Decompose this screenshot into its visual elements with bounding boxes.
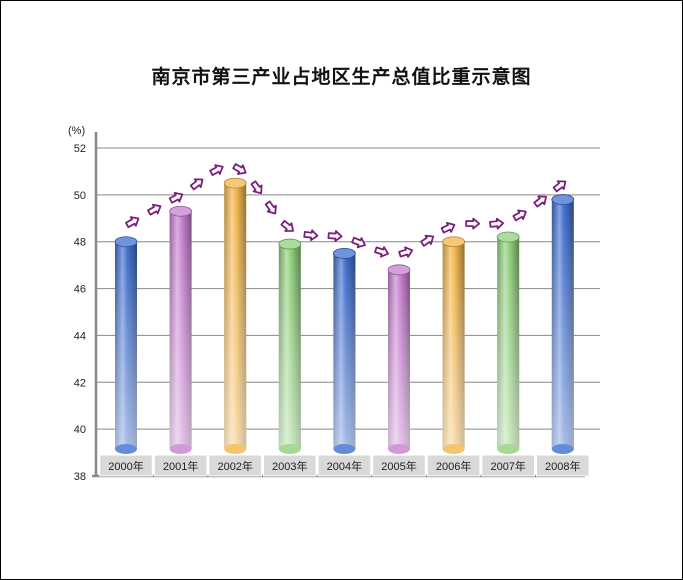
bar-sheen	[115, 241, 137, 449]
bar-sheen	[224, 183, 247, 449]
bar	[387, 264, 411, 454]
bar	[169, 205, 193, 454]
trend-arrow-icon	[264, 200, 277, 215]
bar	[551, 194, 575, 454]
trend-arrow-icon	[533, 195, 547, 208]
bar-sheen	[442, 241, 465, 449]
trend-arrow-icon	[398, 246, 414, 258]
y-tick-label: 46	[74, 284, 86, 296]
bar	[278, 238, 302, 454]
bar-top	[114, 236, 138, 248]
bar	[496, 231, 520, 454]
bar-base	[388, 444, 410, 454]
bar-base	[224, 444, 247, 454]
category-label: 2002年	[217, 459, 252, 473]
trend-arrow-icon	[250, 180, 263, 195]
category-label: 2006年	[436, 459, 471, 473]
bar-top	[442, 236, 466, 248]
trend-arrow-icon	[512, 209, 527, 222]
bar-base	[169, 444, 192, 454]
chart-title: 南京市第三产业占地区生产总值比重示意图	[151, 66, 532, 88]
category-cell	[153, 454, 208, 477]
category-label: 2008年	[545, 459, 580, 473]
category-label: 2000年	[108, 459, 143, 473]
bar-base	[278, 444, 301, 454]
bar-sheen	[497, 237, 520, 449]
category-cell	[317, 454, 372, 477]
bar-base	[551, 444, 574, 454]
bar-sheen	[169, 211, 192, 449]
category-label: 2005年	[381, 459, 416, 473]
bar	[223, 177, 247, 454]
bar	[442, 236, 466, 454]
trend-arrow-icon	[489, 217, 505, 230]
y-axis-unit-label: (%)	[68, 125, 85, 137]
bars	[114, 177, 575, 454]
bar-top	[332, 248, 356, 259]
category-cell	[263, 454, 317, 477]
bar-top	[223, 177, 247, 189]
trend-arrow-icon	[280, 219, 294, 232]
y-tick-label: 52	[74, 143, 86, 155]
bar	[114, 236, 138, 454]
trend-arrow-icon	[168, 191, 184, 204]
trend-arrow-icon	[420, 234, 435, 247]
bar-sheen	[278, 244, 301, 449]
category-labels: 2000年 2001年 2002年 2003年 2004年 2005年 2006年 2007年…	[99, 454, 590, 477]
bar-base	[115, 444, 137, 454]
bar-top	[387, 264, 411, 276]
bar-top	[278, 238, 302, 250]
bar-top	[169, 205, 193, 217]
bar-sheen	[388, 269, 410, 449]
bar-base	[333, 444, 356, 454]
category-label: 2003年	[272, 459, 307, 473]
category-cell	[372, 454, 426, 477]
y-tick-label: 48	[74, 237, 86, 249]
category-cell	[208, 454, 262, 477]
bar	[332, 248, 356, 454]
category-label: 2007年	[490, 459, 525, 473]
trend-arrow-icon	[125, 216, 140, 229]
bar-top	[496, 231, 520, 243]
trend-arrow-icon	[440, 221, 456, 234]
trend-arrow-icon	[209, 164, 224, 176]
category-cell	[99, 454, 153, 477]
y-tick-label: 40	[74, 424, 86, 436]
y-tick-label: 50	[74, 190, 86, 202]
trend-arrow-icon	[232, 163, 247, 175]
bar-top	[551, 194, 575, 205]
y-tick-label: 42	[74, 377, 86, 389]
y-tick-label: 44	[74, 330, 86, 342]
bar-base	[442, 444, 465, 454]
y-tick-label: 38	[74, 471, 86, 483]
trend-arrow-icon	[465, 217, 481, 230]
category-label: 2001年	[163, 459, 198, 473]
trend-arrows	[125, 163, 567, 258]
bar-sheen	[333, 253, 356, 449]
trend-arrow-icon	[303, 229, 319, 242]
trend-arrow-icon	[552, 180, 567, 193]
category-cell	[426, 454, 481, 477]
trend-arrow-icon	[374, 246, 390, 258]
trend-arrow-icon	[189, 178, 204, 191]
bar-sheen	[551, 199, 574, 449]
category-label: 2004年	[327, 459, 362, 473]
trend-arrow-icon	[327, 230, 343, 242]
category-cell	[481, 454, 535, 477]
bar-base	[497, 444, 520, 454]
category-cell	[536, 454, 590, 477]
trend-arrow-icon	[147, 203, 162, 216]
trend-arrow-icon	[351, 236, 366, 249]
